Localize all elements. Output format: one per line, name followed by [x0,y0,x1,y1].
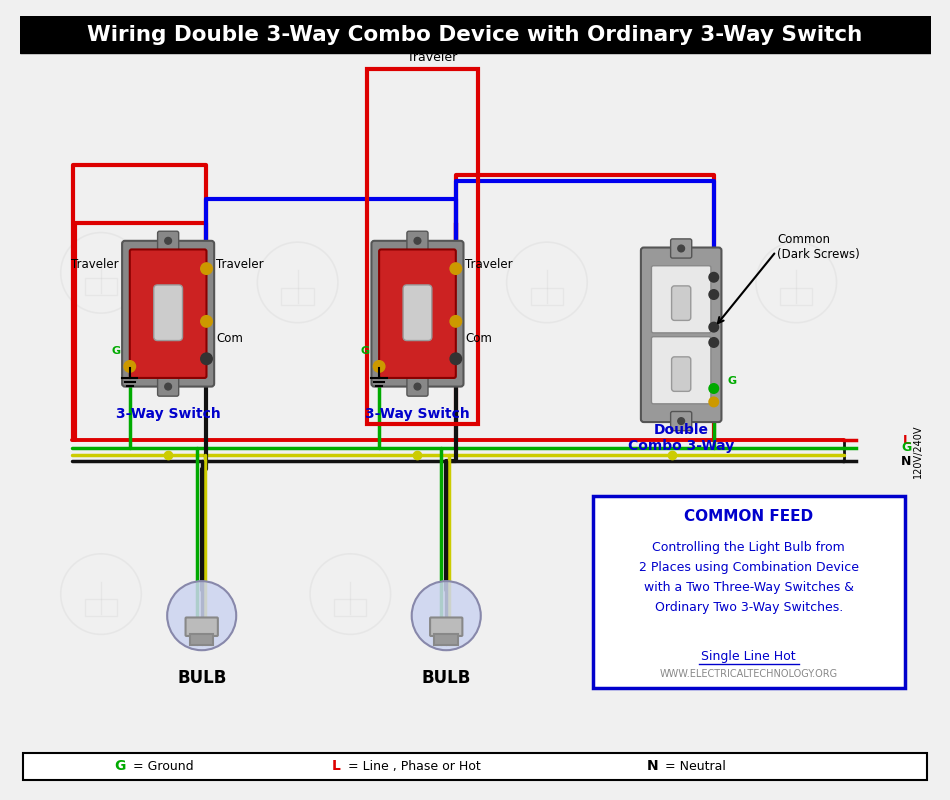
Text: Traveler: Traveler [407,51,457,64]
Text: N: N [902,455,912,468]
Circle shape [709,338,718,347]
Circle shape [450,353,462,365]
Bar [780,599,812,616]
Text: 120V/240V: 120V/240V [913,424,923,478]
Text: BULB: BULB [422,669,471,687]
FancyBboxPatch shape [652,266,711,333]
Text: Com: Com [466,332,492,346]
Circle shape [167,581,237,650]
Circle shape [450,263,462,274]
FancyBboxPatch shape [430,618,463,636]
Bar [24,753,926,780]
FancyBboxPatch shape [158,377,179,396]
Text: G: G [727,376,736,386]
Circle shape [709,290,718,299]
FancyBboxPatch shape [185,618,218,636]
FancyBboxPatch shape [671,411,692,430]
Text: L: L [902,434,910,446]
Text: G: G [115,759,126,774]
Bar [334,599,367,616]
Bar [281,288,314,305]
Circle shape [124,361,136,372]
Circle shape [164,238,172,244]
Text: = Neutral: = Neutral [665,760,726,773]
Circle shape [373,361,385,372]
Circle shape [709,384,718,394]
Circle shape [414,383,421,390]
FancyBboxPatch shape [641,247,721,422]
Circle shape [709,273,718,282]
Text: 3-Way Switch: 3-Way Switch [116,407,220,422]
Text: WWW.ELECTRICALTECHNOLOGY.ORG: WWW.ELECTRICALTECHNOLOGY.ORG [659,670,838,679]
Text: Traveler: Traveler [466,258,513,271]
FancyBboxPatch shape [154,285,182,341]
Text: N: N [647,759,658,774]
Text: Controlling the Light Bulb from
2 Places using Combination Device
with a Two Thr: Controlling the Light Bulb from 2 Places… [638,541,859,614]
Bar [85,599,117,616]
Circle shape [200,263,212,274]
Text: Com: Com [216,332,243,346]
Circle shape [450,316,462,327]
FancyBboxPatch shape [672,357,691,391]
Text: = Ground: = Ground [133,760,193,773]
Bar [531,288,563,305]
Bar [593,496,904,688]
Bar [20,17,930,53]
Text: Wiring Double 3-Way Combo Device with Ordinary 3-Way Switch: Wiring Double 3-Way Combo Device with Or… [87,25,863,45]
Bar [434,634,458,646]
FancyBboxPatch shape [130,250,206,378]
FancyBboxPatch shape [652,337,711,404]
Text: BULB: BULB [177,669,226,687]
Circle shape [200,353,212,365]
Bar [367,69,478,424]
FancyBboxPatch shape [671,239,692,258]
Text: Double
Combo 3-Way: Double Combo 3-Way [628,423,734,454]
Circle shape [164,383,172,390]
FancyBboxPatch shape [407,377,428,396]
Text: Single Line Hot: Single Line Hot [701,650,796,663]
FancyBboxPatch shape [403,285,432,341]
Bar [190,634,214,646]
Text: Traveler: Traveler [70,258,118,271]
Bar [780,288,812,305]
FancyBboxPatch shape [407,231,428,250]
FancyBboxPatch shape [123,241,214,386]
Circle shape [414,238,421,244]
Text: = Line , Phase or Hot: = Line , Phase or Hot [349,760,481,773]
Text: G: G [360,346,370,356]
FancyBboxPatch shape [371,241,464,386]
Text: Common
(Dark Screws): Common (Dark Screws) [777,233,860,261]
Text: G: G [111,346,121,356]
Circle shape [411,581,481,650]
Circle shape [200,316,212,327]
Text: 3-Way Switch: 3-Way Switch [365,407,470,422]
Text: COMMON FEED: COMMON FEED [684,510,813,525]
Text: G: G [902,442,912,454]
Circle shape [709,322,718,332]
Circle shape [709,397,718,406]
FancyBboxPatch shape [379,250,456,378]
FancyBboxPatch shape [672,286,691,321]
Text: Traveler: Traveler [216,258,264,271]
Circle shape [677,245,685,252]
Circle shape [677,418,685,425]
Text: L: L [332,759,340,774]
Bar [85,278,117,295]
FancyBboxPatch shape [158,231,179,250]
